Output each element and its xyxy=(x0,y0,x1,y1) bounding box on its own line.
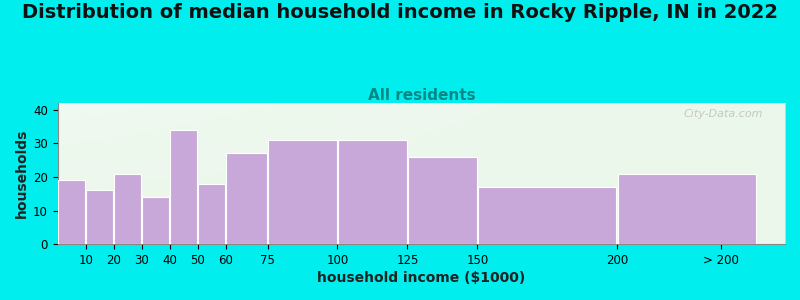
Bar xyxy=(338,140,406,244)
Bar xyxy=(268,140,337,244)
Bar xyxy=(114,174,141,244)
Title: All residents: All residents xyxy=(367,88,475,103)
Y-axis label: households: households xyxy=(15,129,29,218)
Bar xyxy=(408,157,477,244)
Text: Distribution of median household income in Rocky Ripple, IN in 2022: Distribution of median household income … xyxy=(22,3,778,22)
Bar xyxy=(478,187,617,244)
X-axis label: household income ($1000): household income ($1000) xyxy=(318,271,526,285)
Bar xyxy=(142,197,169,244)
Bar xyxy=(86,190,113,244)
Text: City-Data.com: City-Data.com xyxy=(684,109,763,118)
Bar xyxy=(198,184,225,244)
Bar xyxy=(58,180,85,244)
Bar xyxy=(170,130,197,244)
Bar xyxy=(226,153,267,244)
Bar xyxy=(618,174,756,244)
